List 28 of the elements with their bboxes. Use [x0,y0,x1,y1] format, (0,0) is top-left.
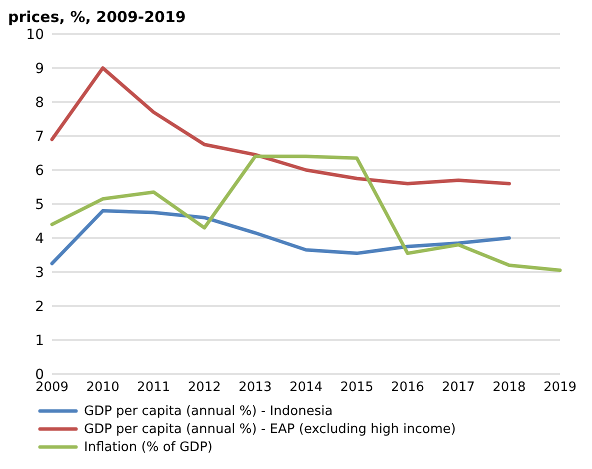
y-tick-label: 2 [35,298,44,315]
chart-title: prices, %, 2009-2019 [8,8,187,26]
y-tick-label: 4 [35,230,44,247]
x-tick-label: 2018 [492,380,526,396]
x-tick-label: 2011 [137,380,170,396]
y-tick-label: 3 [35,264,44,281]
x-tick-label: 2017 [442,380,475,396]
y-tick-label: 9 [35,60,44,77]
legend-label: Inflation (% of GDP) [84,440,212,454]
y-tick-label: 7 [35,128,44,145]
legend-label: GDP per capita (annual %) - Indonesia [84,404,333,418]
x-tick-label: 2012 [188,380,221,396]
x-tick-label: 2010 [86,380,120,396]
line-series [50,209,511,266]
y-tick-label: 5 [35,196,44,213]
x-tick-label: 2016 [391,380,424,396]
x-tick-label: 2019 [543,380,577,396]
x-tick-label: 2014 [289,380,323,396]
y-tick-label: 1 [35,332,44,349]
line-series [50,154,562,272]
y-tick-label: 6 [35,162,44,179]
x-tick-label: 2009 [35,380,69,396]
legend-label: GDP per capita (annual %) - EAP (excluding high income) [84,422,456,436]
y-tick-label: 8 [35,94,44,111]
x-tick-label: 2015 [340,380,374,396]
line-series [50,66,511,186]
y-tick-label: 10 [26,26,44,43]
x-tick-label: 2013 [238,380,272,396]
